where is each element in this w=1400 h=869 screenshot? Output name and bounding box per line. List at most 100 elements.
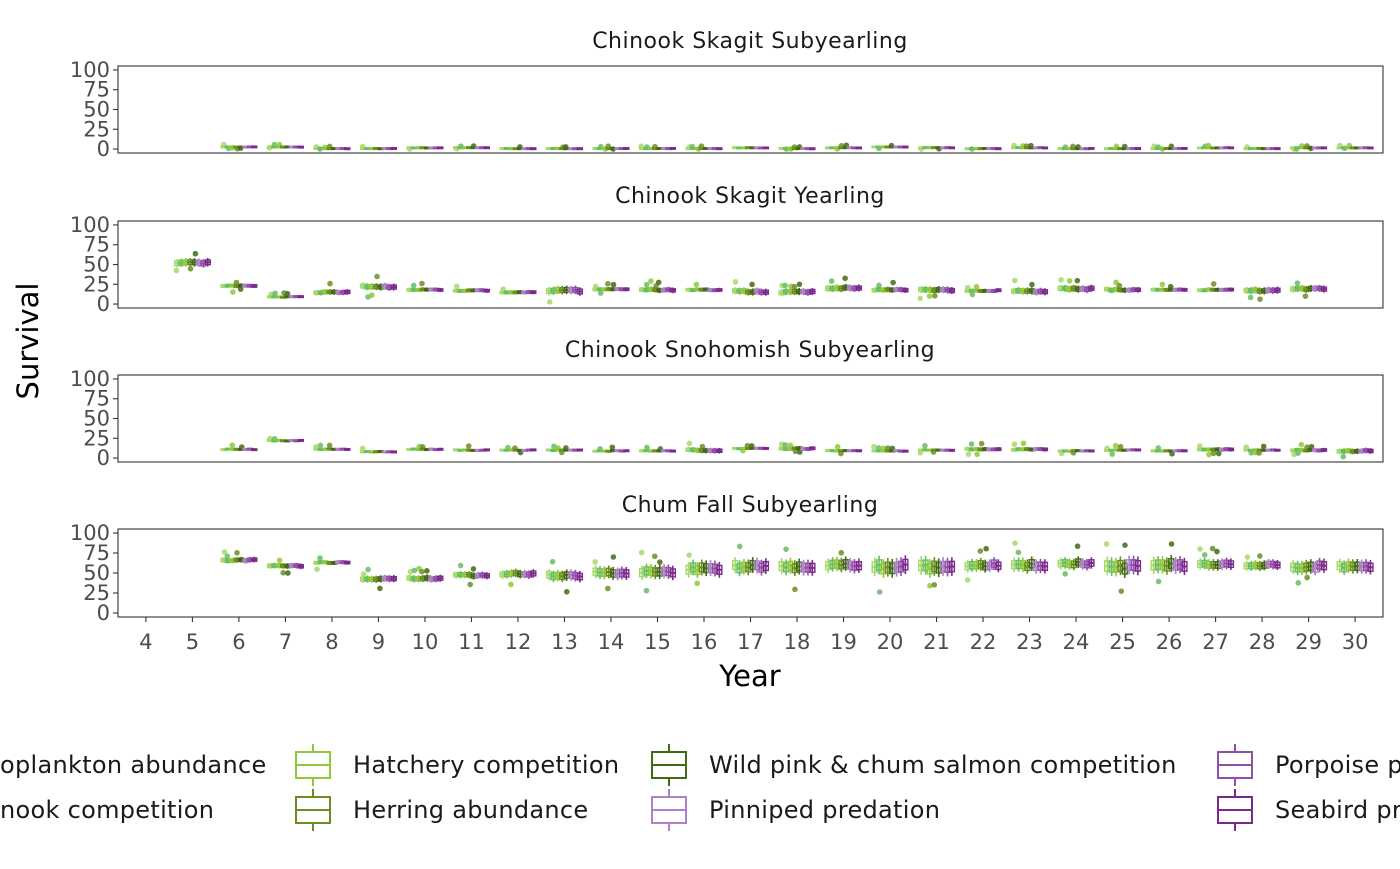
outlier-point: [173, 267, 180, 274]
outlier-point: [546, 299, 553, 305]
outlier-point: [322, 144, 328, 151]
outlier-point: [453, 283, 460, 290]
outlier-point: [1167, 283, 1174, 290]
outlier-point: [597, 290, 604, 296]
legend-key: [1217, 744, 1253, 786]
year-boxes: [638, 278, 677, 294]
outlier-point: [1294, 280, 1301, 286]
year-boxes: [638, 444, 677, 453]
y-tick-label: 0: [97, 292, 110, 316]
outlier-point: [609, 444, 616, 451]
outlier-point: [1029, 281, 1035, 288]
year-boxes: [452, 283, 491, 294]
outlier-point: [782, 442, 789, 448]
year-boxes: [1057, 277, 1095, 294]
x-tick-label: 12: [505, 630, 532, 654]
panels-layer: Chinook Skagit Subyearling0255075100Chin…: [70, 29, 1384, 625]
panel-frame: [117, 65, 1384, 154]
outlier-point: [698, 143, 705, 149]
outlier-point: [1293, 146, 1300, 152]
outlier-point: [1155, 445, 1162, 451]
outlier-point: [828, 278, 835, 284]
year-boxes: [1010, 440, 1049, 452]
year-boxes: [406, 443, 444, 452]
x-tick-label: 28: [1249, 630, 1276, 654]
outlier-point: [791, 283, 798, 290]
outlier-point: [1070, 449, 1077, 456]
outlier-point: [1244, 554, 1251, 560]
outlier-point: [317, 442, 324, 449]
outlier-point: [1028, 142, 1034, 149]
outlier-point: [424, 568, 430, 574]
outlier-point: [237, 145, 244, 151]
year-boxes: [592, 280, 630, 296]
year-boxes: [731, 543, 770, 577]
outlier-point: [1020, 440, 1027, 447]
outlier-point: [272, 290, 278, 297]
outlier-point: [549, 558, 556, 565]
outlier-point: [229, 442, 236, 449]
outlier-point: [1169, 450, 1175, 457]
year-boxes: [452, 562, 491, 588]
year-boxes: [1290, 143, 1328, 152]
year-boxes: [1150, 541, 1188, 585]
x-tick-label: 4: [139, 630, 152, 654]
legend-key: [1217, 789, 1253, 831]
x-tick-label: 6: [232, 630, 245, 654]
outlier-point: [359, 445, 366, 452]
outlier-point: [233, 279, 240, 286]
outlier-point: [871, 443, 877, 450]
outlier-point: [1298, 143, 1305, 149]
outlier-point: [1159, 281, 1166, 288]
outlier-point: [605, 143, 612, 150]
year-boxes: [871, 443, 909, 453]
legend-key: [651, 789, 687, 831]
year-boxes: [1243, 553, 1281, 572]
legend: oplankton abundance Hatchery competition W…: [0, 744, 1400, 831]
legend-label: Pinniped predation: [709, 796, 940, 824]
year-boxes: [1104, 143, 1142, 151]
outlier-point: [643, 281, 650, 288]
year-boxes: [359, 143, 397, 151]
year-boxes: [499, 444, 537, 456]
year-boxes: [313, 280, 351, 296]
outlier-point: [926, 293, 933, 299]
year-boxes: [917, 555, 956, 589]
year-boxes: [220, 549, 258, 564]
outlier-point: [411, 567, 418, 574]
year-boxes: [1290, 441, 1328, 458]
x-tick-label: 22: [970, 630, 997, 654]
outlier-point: [648, 278, 654, 284]
outlier-point: [782, 282, 788, 289]
x-axis: 4 5 6 7 8 9 10 11 12 13 14 15 16 17 18 19 20 21 22 23 24 25 26…: [139, 617, 1368, 654]
outlier-point: [1012, 540, 1018, 546]
outlier-point: [978, 440, 985, 447]
panel-frame: [117, 528, 1384, 618]
outlier-point: [1210, 450, 1217, 457]
year-boxes: [1336, 142, 1374, 152]
year-boxes: [1290, 280, 1328, 299]
outlier-point: [563, 588, 570, 595]
year-boxes: [406, 565, 444, 583]
outlier-point: [1070, 143, 1076, 150]
year-boxes: [824, 549, 863, 574]
y-tick-label: 0: [97, 601, 110, 625]
year-boxes: [871, 555, 909, 595]
outlier-point: [748, 443, 755, 449]
year-boxes: [638, 143, 677, 151]
y-tick-label: 50: [83, 407, 110, 431]
outlier-point: [652, 143, 658, 150]
year-boxes: [592, 444, 630, 453]
outlier-point: [1116, 282, 1123, 289]
outlier-point: [964, 577, 971, 583]
outlier-point: [686, 440, 693, 447]
outlier-point: [1074, 543, 1081, 550]
y-axis-title: Survival: [11, 283, 45, 400]
year-boxes: [220, 279, 258, 295]
outlier-point: [1011, 441, 1018, 448]
outlier-point: [276, 557, 283, 564]
x-tick-label: 5: [186, 630, 199, 654]
year-boxes: [266, 141, 304, 151]
